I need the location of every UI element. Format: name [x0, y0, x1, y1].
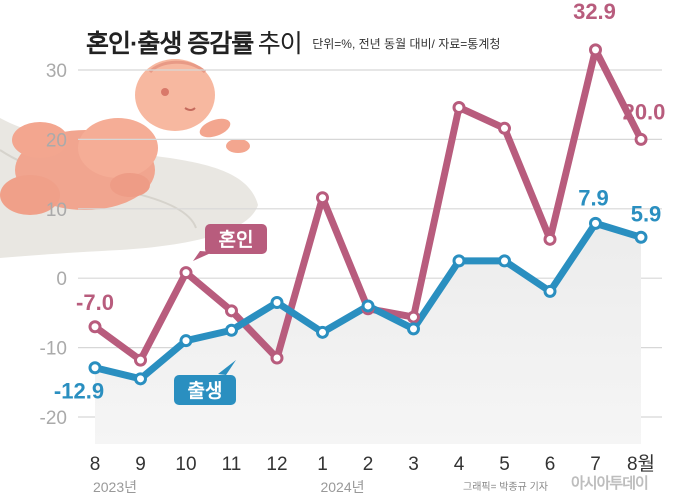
callout-label: 출생: [188, 380, 223, 402]
marriage-point: [134, 353, 147, 367]
y-tick-label: -10: [40, 339, 67, 360]
x-tick-label: 1: [317, 454, 328, 475]
y-tick-label: 10: [46, 200, 67, 221]
graphic-credit: 그래픽= 박종규 기자: [463, 482, 548, 493]
baby-illustration: [0, 59, 258, 258]
data-label: 7.9: [578, 185, 609, 210]
y-tick-label: 20: [46, 130, 67, 151]
x-tick-label: 6: [545, 454, 556, 475]
birth-point: [634, 230, 648, 244]
x-tick-label: 12: [266, 454, 287, 475]
marriage-point: [407, 310, 420, 324]
birth-area-fill: [95, 223, 641, 444]
marriage-point: [270, 351, 284, 365]
y-tick-label: 30: [46, 61, 67, 82]
title-sub: 추이: [257, 30, 303, 58]
series-markers: [88, 43, 648, 386]
unit-source-note: 단위=%, 전년 동월 대비/ 자료=통계청: [312, 37, 501, 51]
data-label: 20.0: [623, 99, 666, 124]
chart-title: 혼인·출생 증감률 추이 단위=%, 전년 동월 대비/ 자료=통계청: [86, 24, 500, 60]
birth-point: [407, 322, 420, 336]
callout-tail: [218, 360, 236, 375]
birth-point: [361, 299, 375, 313]
birth-point: [589, 216, 602, 230]
marriage-point: [634, 132, 648, 146]
birth-point: [179, 334, 193, 348]
y-tick-label: -20: [40, 408, 67, 429]
x-tick-label: 10: [175, 454, 196, 475]
y-tick-label: 0: [56, 269, 67, 290]
title-main: 혼인·출생 증감률: [86, 30, 254, 58]
data-label: -7.0: [76, 290, 114, 315]
x-tick-label: 11: [222, 454, 242, 475]
marriage-callout: 혼인: [193, 224, 267, 261]
marriage-point: [88, 320, 102, 334]
birth-point: [88, 361, 102, 375]
birth-callout: 출생: [174, 360, 236, 405]
callout-box: [174, 375, 236, 405]
x-tick-label: 8: [90, 454, 101, 475]
marriage-point: [316, 191, 329, 205]
x-tick-label: 7: [590, 454, 601, 475]
data-label: 5.9: [631, 201, 662, 226]
birth-point: [498, 254, 511, 268]
x-tick-label: 8월: [627, 453, 655, 475]
birth-point: [543, 284, 557, 298]
callout-label: 혼인: [219, 228, 254, 251]
brand-logo: 아시아투데이: [571, 475, 649, 492]
data-labels: -7.0 32.9 20.0 -12.9 7.9 5.9: [54, 0, 665, 404]
x-tick-label: 4: [454, 454, 465, 475]
x-tick-label: 9: [135, 454, 146, 475]
y-tick-labels: 30 20 10 0 -10 -20: [40, 61, 67, 429]
marriage-point: [179, 266, 193, 280]
x-tick-label: 3: [408, 454, 419, 475]
x-tick-label: 5: [499, 454, 510, 475]
data-label: 32.9: [573, 0, 616, 24]
birth-point: [225, 323, 238, 337]
x-tick-label: 2: [363, 454, 374, 475]
marriage-point: [225, 304, 238, 318]
birth-point: [452, 254, 466, 268]
birth-point: [134, 372, 147, 386]
birth-point: [316, 325, 329, 339]
marriage-point: [543, 232, 557, 246]
marriage-point: [589, 43, 602, 57]
marriage-point: [498, 121, 511, 135]
data-label: -12.9: [54, 379, 104, 404]
year-label: 2023년: [93, 479, 137, 495]
callout-box: [205, 224, 267, 254]
year-label: 2024년: [320, 479, 364, 495]
marriage-point: [452, 100, 466, 114]
birth-point: [270, 295, 284, 309]
callout-tail: [193, 251, 213, 261]
